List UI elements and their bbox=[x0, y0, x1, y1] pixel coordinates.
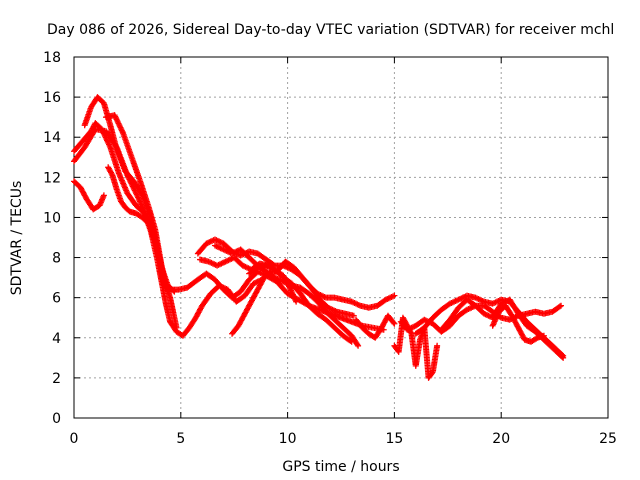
plot-frame bbox=[73, 56, 609, 419]
series-trace-1 bbox=[71, 178, 107, 213]
data-point bbox=[354, 341, 361, 348]
data-point bbox=[350, 312, 357, 319]
x-axis: 0 5 10 15 20 25 bbox=[70, 57, 617, 447]
data-point bbox=[100, 192, 107, 199]
data-point bbox=[347, 337, 354, 344]
series-trace-2 bbox=[71, 120, 174, 325]
y-tick-label: 2 bbox=[52, 371, 61, 387]
data-point bbox=[108, 170, 115, 177]
data-point bbox=[348, 338, 355, 345]
series-trace-14 bbox=[352, 312, 398, 341]
data-point bbox=[391, 292, 398, 299]
x-tick-label: 5 bbox=[176, 431, 185, 447]
series-trace-13 bbox=[246, 262, 355, 345]
data-points bbox=[71, 94, 567, 381]
series-trace-19 bbox=[489, 302, 547, 345]
y-tick-label: 18 bbox=[43, 50, 61, 66]
series-trace-18 bbox=[438, 296, 567, 361]
data-point bbox=[390, 319, 397, 326]
x-tick-label: 10 bbox=[279, 431, 297, 447]
chart-title: Day 086 of 2026, Sidereal Day-to-day VTE… bbox=[47, 22, 614, 38]
data-point bbox=[355, 342, 362, 349]
y-axis-label: SDTVAR / TECUs bbox=[9, 181, 25, 296]
data-point bbox=[428, 370, 435, 377]
x-tick-label: 0 bbox=[70, 431, 79, 447]
grid-lines bbox=[74, 57, 608, 418]
series-trace-10 bbox=[197, 254, 357, 319]
x-axis-label: GPS time / hours bbox=[282, 459, 399, 475]
y-tick-label: 12 bbox=[43, 170, 61, 186]
y-tick-label: 6 bbox=[52, 291, 61, 307]
y-tick-label: 4 bbox=[52, 331, 61, 347]
series-trace-8 bbox=[167, 276, 265, 339]
y-tick-label: 14 bbox=[43, 130, 61, 146]
data-point bbox=[434, 342, 441, 349]
y-tick-label: 10 bbox=[43, 210, 61, 226]
data-point bbox=[407, 329, 414, 336]
series-trace-4 bbox=[71, 126, 167, 289]
data-point bbox=[559, 353, 566, 360]
y-tick-label: 8 bbox=[52, 251, 61, 267]
series-trace-11 bbox=[211, 242, 362, 349]
y-axis: 0 2 4 6 8 10 12 14 16 18 bbox=[43, 50, 608, 427]
y-tick-label: 0 bbox=[52, 411, 61, 427]
x-tick-label: 20 bbox=[492, 431, 510, 447]
x-tick-label: 25 bbox=[599, 431, 617, 447]
y-tick-label: 16 bbox=[43, 90, 61, 106]
data-point bbox=[560, 354, 567, 361]
data-point bbox=[540, 332, 547, 339]
data-point bbox=[556, 303, 563, 310]
data-point bbox=[391, 320, 398, 327]
data-point bbox=[293, 298, 300, 305]
x-tick-label: 15 bbox=[385, 431, 403, 447]
data-point bbox=[558, 302, 565, 309]
series-trace-5 bbox=[103, 112, 171, 295]
